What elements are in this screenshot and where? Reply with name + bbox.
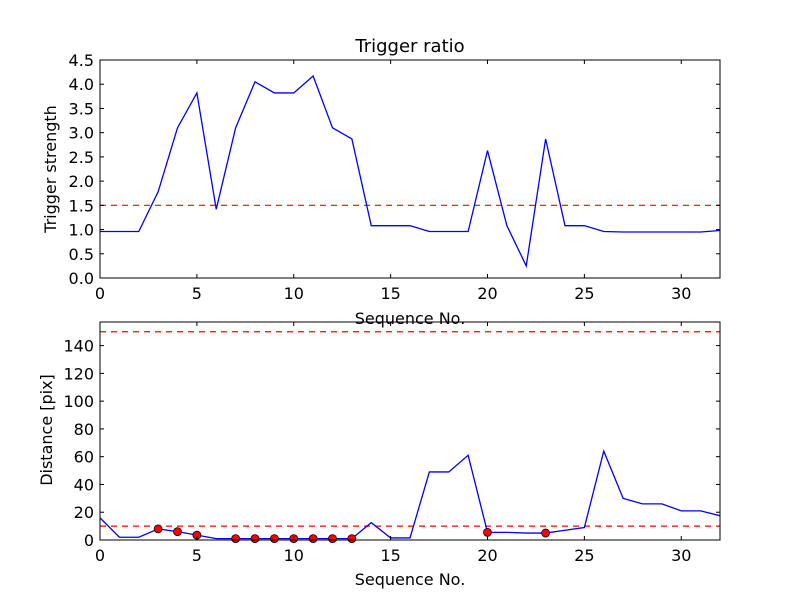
x-tick-label: 15: [380, 284, 400, 303]
x-tick-label: 0: [95, 546, 105, 565]
y-tick-label: 2.5: [69, 148, 94, 167]
axes-frame: [99, 59, 721, 279]
data-point-marker: [308, 534, 318, 544]
axes-frame: [99, 321, 721, 541]
x-tick-label: 20: [477, 284, 497, 303]
x-tick-label: 5: [192, 284, 202, 303]
x-axis-label: Sequence No.: [355, 570, 466, 589]
y-tick-label: 0: [84, 531, 94, 550]
x-tick-label: 25: [574, 284, 594, 303]
y-tick-label: 80: [74, 420, 94, 439]
data-point-marker: [231, 534, 241, 544]
y-axis-label: Trigger strength: [41, 105, 60, 234]
y-tick-label: 100: [63, 392, 94, 411]
x-tick-label: 30: [671, 546, 691, 565]
y-tick-label: 2.0: [69, 172, 94, 191]
x-tick-label: 10: [284, 546, 304, 565]
y-tick-label: 1.0: [69, 221, 94, 240]
y-tick-label: 3.5: [69, 99, 94, 118]
plot-area: 0 5 10 15 20 25 30 0.0 0.5 1.0 1.5 2.0 2.5 3.0 3.5 4.0 4…: [69, 51, 721, 303]
chart-title: Trigger ratio: [354, 36, 464, 57]
y-tick-label: 3.0: [69, 124, 94, 143]
y-axis-label: Distance [pix]: [37, 374, 56, 486]
y-tick-label: 0.0: [69, 269, 94, 288]
y-tick-label: 140: [63, 337, 94, 356]
y-tick-label: 40: [74, 475, 94, 494]
y-tick-label: 20: [74, 503, 94, 522]
y-tick-label: 60: [74, 448, 94, 467]
data-point-marker: [541, 528, 551, 538]
trigger-ratio-chart: Trigger ratio Sequence No. Trigger stren…: [41, 36, 721, 328]
data-point-marker: [269, 534, 279, 544]
x-tick-label: 10: [284, 284, 304, 303]
data-point-marker: [347, 534, 357, 544]
x-tick-label: 20: [477, 546, 497, 565]
data-point-marker: [173, 527, 182, 537]
data-point-marker: [328, 534, 337, 544]
series-line: [100, 449, 720, 540]
series-line: [100, 74, 720, 269]
x-tick-label: 25: [574, 546, 594, 565]
data-point-marker: [250, 534, 260, 544]
data-point-marker: [153, 524, 163, 534]
y-tick-label: 120: [63, 364, 94, 383]
x-axis-label: Sequence No.: [355, 309, 466, 328]
x-tick-label: 15: [380, 546, 400, 565]
y-tick-label: 0.5: [69, 245, 94, 264]
x-tick-label: 30: [671, 284, 691, 303]
x-tick-label: 0: [95, 284, 105, 303]
y-tick-label: 4.0: [69, 75, 94, 94]
plot-area: 0 5 10 15 20 25 30 0 20 40 60 80 100 120 140: [63, 321, 721, 565]
y-tick-label: 4.5: [69, 51, 94, 70]
x-tick-label: 5: [192, 546, 202, 565]
data-point-marker: [483, 527, 492, 537]
distance-chart: Sequence No. Distance [pix] 0 5 10 15 20 25 30…: [37, 321, 721, 589]
y-tick-label: 1.5: [69, 196, 94, 215]
